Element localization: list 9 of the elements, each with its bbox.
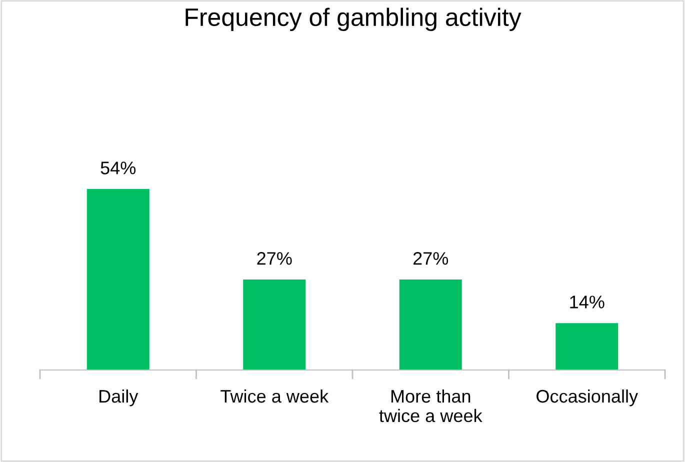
x-tick-label: More than twice a week	[379, 389, 482, 422]
x-tick-label: Twice a week	[220, 389, 329, 403]
x-tick-label: Daily	[100, 389, 138, 406]
x-tick-label: Occasionally	[536, 389, 638, 406]
data-label: 54%	[100, 162, 136, 174]
data-label: 27%	[257, 252, 292, 265]
data-label: 27%	[413, 252, 448, 265]
data-label: 14%	[570, 296, 604, 308]
chart-title: Frequency of gambling activity	[186, 8, 522, 32]
